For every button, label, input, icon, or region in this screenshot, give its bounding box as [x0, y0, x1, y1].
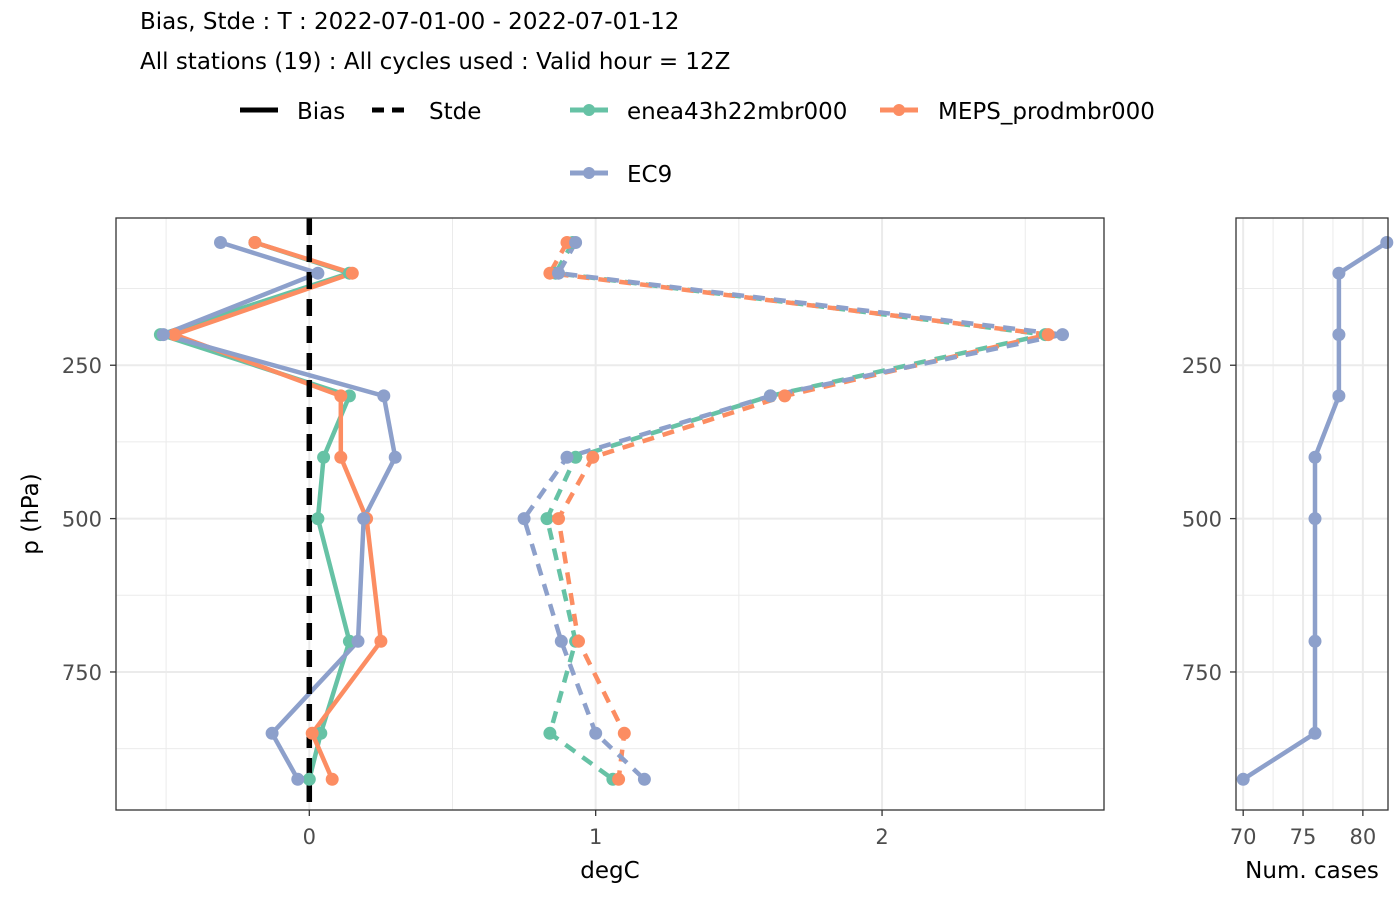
cases-x-tick-label: 80	[1349, 825, 1376, 849]
main-point-ec9-bias-400	[388, 450, 402, 464]
main-x-axis-title: degC	[580, 858, 639, 884]
main-panel: 0 1 2 250 500 750 degC p (hPa)	[18, 217, 1105, 884]
main-point-meps-prodmbr000-stde-400	[586, 450, 600, 464]
legend-label-bias: Bias	[297, 99, 345, 125]
cases-y-tick-label: 750	[1182, 661, 1222, 685]
main-point-ec9-bias-500	[357, 512, 371, 526]
chart-title: Bias, Stde : T : 2022-07-01-00 - 2022-07…	[140, 9, 679, 35]
cases-point-ec9-300	[1332, 389, 1346, 403]
main-x-tick-label: 2	[875, 825, 888, 849]
main-point-meps-prodmbr000-stde-500	[552, 512, 565, 526]
main-point-enea43h22mbr000-stde-500	[540, 512, 554, 526]
cases-point-ec9-100	[1332, 266, 1346, 280]
main-point-ec9-stde-300	[763, 389, 777, 403]
main-y-tick-label: 500	[62, 508, 102, 532]
cases-x-tick-label: 70	[1230, 825, 1257, 849]
cases-y-tick-label: 500	[1182, 508, 1222, 532]
legend-label-stde: Stde	[429, 99, 481, 125]
cases-y-tick-label: 250	[1182, 354, 1222, 378]
main-point-ec9-stde-200	[1056, 328, 1069, 342]
cases-x-tick-label: 75	[1290, 825, 1317, 849]
main-point-ec9-bias-200	[156, 328, 170, 342]
legend: Bias Stde enea43h22mbr000 MEPS_prodmbr00…	[240, 99, 1155, 188]
main-point-ec9-stde-100	[552, 266, 565, 280]
main-point-meps-prodmbr000-stde-925	[612, 772, 626, 786]
main-point-meps-prodmbr000-bias-400	[334, 450, 348, 464]
legend-ec9-marker	[583, 167, 595, 179]
main-x-tick-label: 0	[303, 825, 316, 849]
chart-subtitle: All stations (19) : All cycles used : Va…	[140, 49, 730, 75]
main-y-tick-label: 750	[62, 661, 102, 685]
main-point-enea43h22mbr000-bias-400	[317, 450, 331, 464]
cases-point-ec9-850	[1308, 726, 1322, 740]
legend-key-enea43h22mbr000: enea43h22mbr000	[570, 99, 847, 125]
main-point-meps-prodmbr000-bias-700	[374, 634, 388, 648]
main-point-meps-prodmbr000-bias-300	[334, 389, 348, 403]
main-panel-border	[115, 217, 1105, 811]
cases-point-ec9-925	[1236, 772, 1250, 786]
main-point-meps-prodmbr000-bias-200	[168, 328, 182, 342]
main-point-ec9-stde-850	[589, 726, 603, 740]
legend-label-enea43h22mbr000: enea43h22mbr000	[627, 99, 847, 125]
legend-key-bias: Bias	[240, 99, 345, 125]
main-point-meps-prodmbr000-bias-50	[248, 236, 262, 249]
cases-x-axis-title: Num. cases	[1245, 858, 1379, 884]
main-point-ec9-bias-100	[311, 266, 325, 280]
main-y-axis-title: p (hPa)	[18, 473, 44, 554]
main-point-ec9-bias-50	[214, 236, 227, 249]
main-point-meps-prodmbr000-bias-100	[345, 266, 359, 280]
main-point-ec9-bias-850	[265, 726, 279, 740]
main-point-ec9-bias-300	[377, 389, 391, 403]
cases-panel-border	[1235, 217, 1389, 811]
main-point-ec9-stde-925	[637, 772, 651, 786]
main-point-ec9-bias-700	[351, 634, 365, 648]
cases-point-ec9-700	[1308, 634, 1322, 648]
main-point-enea43h22mbr000-stde-850	[543, 726, 557, 740]
main-point-meps-prodmbr000-stde-850	[617, 726, 631, 740]
main-point-meps-prodmbr000-bias-850	[305, 726, 319, 740]
main-point-ec9-stde-500	[517, 512, 531, 526]
legend-key-meps-prodmbr000: MEPS_prodmbr000	[880, 99, 1155, 125]
cases-grid	[1236, 218, 1388, 810]
cases-point-ec9-400	[1308, 450, 1322, 464]
legend-meps-prodmbr000-marker	[893, 104, 905, 116]
legend-key-ec9: EC9	[570, 162, 672, 188]
cases-point-ec9-500	[1308, 512, 1322, 526]
main-point-enea43h22mbr000-bias-500	[311, 512, 325, 526]
legend-enea43h22mbr000-marker	[583, 104, 595, 116]
cases-panel: 70 75 80 250 500 750 Num. cases	[1182, 217, 1394, 884]
legend-label-meps-prodmbr000: MEPS_prodmbr000	[938, 99, 1155, 125]
legend-label-ec9: EC9	[627, 162, 672, 188]
main-point-ec9-stde-50	[569, 236, 583, 249]
cases-point-ec9-200	[1332, 328, 1346, 342]
legend-key-stde: Stde	[372, 99, 481, 125]
main-point-meps-prodmbr000-stde-200	[1041, 328, 1055, 342]
main-point-meps-prodmbr000-bias-925	[325, 772, 339, 786]
main-y-tick-label: 250	[62, 354, 102, 378]
main-point-ec9-stde-400	[560, 450, 574, 464]
main-point-meps-prodmbr000-stde-700	[572, 634, 585, 648]
main-point-enea43h22mbr000-bias-925	[302, 772, 316, 786]
main-point-ec9-bias-925	[291, 772, 305, 786]
cases-point-ec9-50	[1380, 236, 1394, 249]
main-point-meps-prodmbr000-stde-300	[778, 389, 792, 403]
main-point-ec9-stde-700	[554, 634, 568, 648]
main-x-tick-label: 1	[589, 825, 602, 849]
